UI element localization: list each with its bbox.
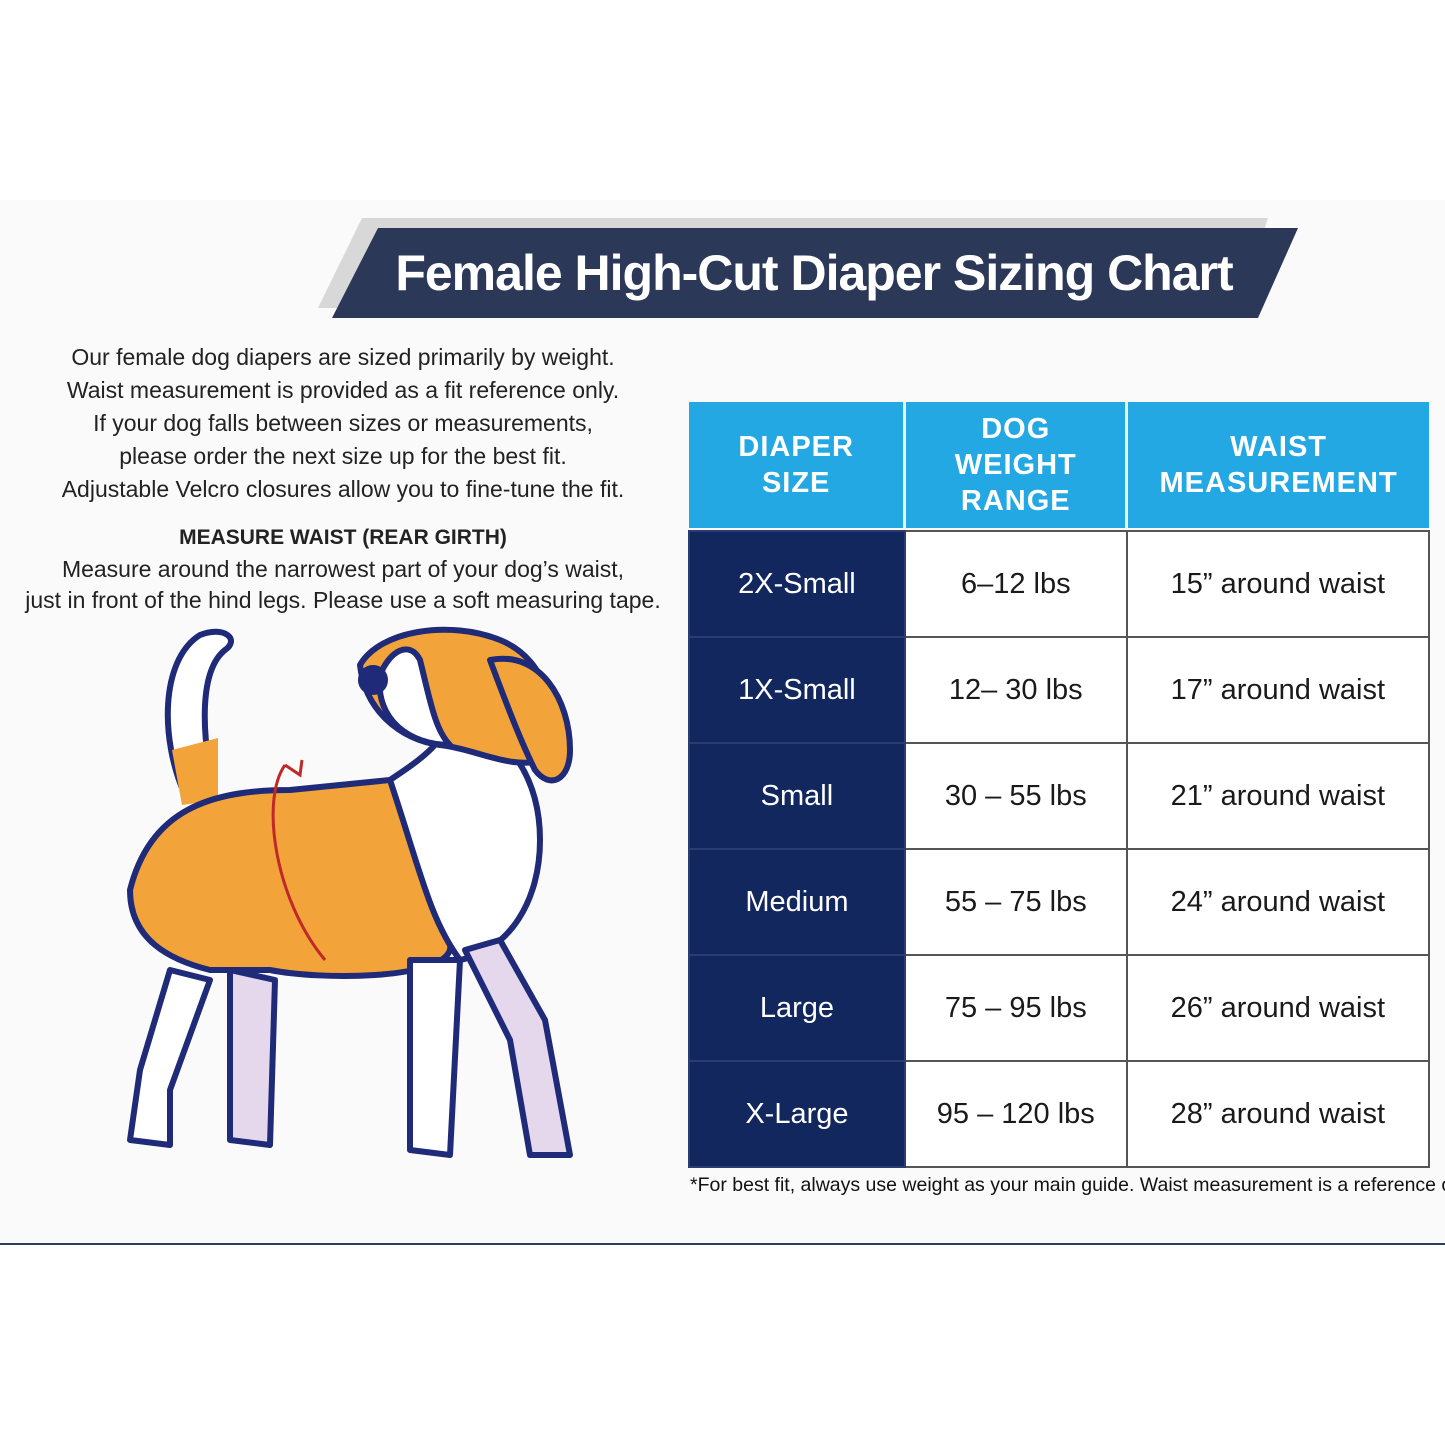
table-row: 1X-Small 12– 30 lbs 17” around waist	[688, 636, 1431, 744]
column-header: DOG WEIGHT RANGE	[904, 402, 1129, 528]
spacer	[689, 528, 1429, 531]
footnote: *For best fit, always use weight as your…	[690, 1174, 1445, 1196]
table-row: Medium 55 – 75 lbs 24” around waist	[688, 848, 1431, 956]
size-cell: X-Large	[688, 1060, 906, 1168]
size-cell: Large	[688, 954, 906, 1062]
measure-line: just in front of the hind legs. Please u…	[25, 587, 661, 613]
column-header: DIAPER SIZE	[689, 402, 907, 528]
table-row: Small 30 – 55 lbs 21” around waist	[688, 742, 1431, 850]
intro-line: Waist measurement is provided as a fit r…	[66, 377, 620, 403]
intro-line: please order the next size up for the be…	[119, 443, 567, 469]
size-table: DIAPER SIZE DOG WEIGHT RANGE WAIST MEASURE…	[688, 402, 1431, 1168]
measure-line: Measure around the narrowest part of you…	[61, 556, 625, 582]
cell: 95 – 120 lbs	[903, 1060, 1128, 1168]
measure-heading: MEASURE WAIST (REAR GIRTH)	[179, 526, 507, 549]
cell: 75 – 95 lbs	[903, 954, 1128, 1062]
title-banner	[318, 218, 1298, 318]
cell: 6–12 lbs	[903, 530, 1128, 638]
cell: 26” around waist	[1125, 954, 1431, 1062]
cell: 21” around waist	[1125, 742, 1431, 850]
cell: 24” around waist	[1125, 848, 1431, 956]
cell: 17” around waist	[1125, 636, 1431, 744]
size-cell: 1X-Small	[688, 636, 906, 744]
size-cell: Small	[688, 742, 906, 850]
cell: 30 – 55 lbs	[903, 742, 1128, 850]
table-row: 2X-Small 6–12 lbs 15” around waist	[688, 530, 1431, 638]
intro-line: Our female dog diapers are sized primari…	[71, 344, 615, 370]
title: Female High-Cut Diaper Sizing Chart	[395, 245, 1233, 301]
cell: 15” around waist	[1125, 530, 1431, 638]
cell: 55 – 75 lbs	[903, 848, 1128, 956]
dog-illustration	[127, 626, 573, 1158]
size-cell: Medium	[688, 848, 906, 956]
column-header: WAIST MEASUREMENT	[1126, 402, 1429, 528]
size-cell: 2X-Small	[688, 530, 906, 638]
intro-line: If your dog falls between sizes or measu…	[93, 410, 593, 436]
cell: 28” around waist	[1125, 1060, 1431, 1168]
cell: 12– 30 lbs	[903, 636, 1128, 744]
banner-shape	[332, 228, 1298, 318]
table-row: X-Large 95 – 120 lbs 28” around waist	[688, 1060, 1431, 1168]
table-row: Large 75 – 95 lbs 26” around waist	[688, 954, 1431, 1062]
intro-line: Adjustable Velcro closures allow you to …	[61, 476, 625, 502]
